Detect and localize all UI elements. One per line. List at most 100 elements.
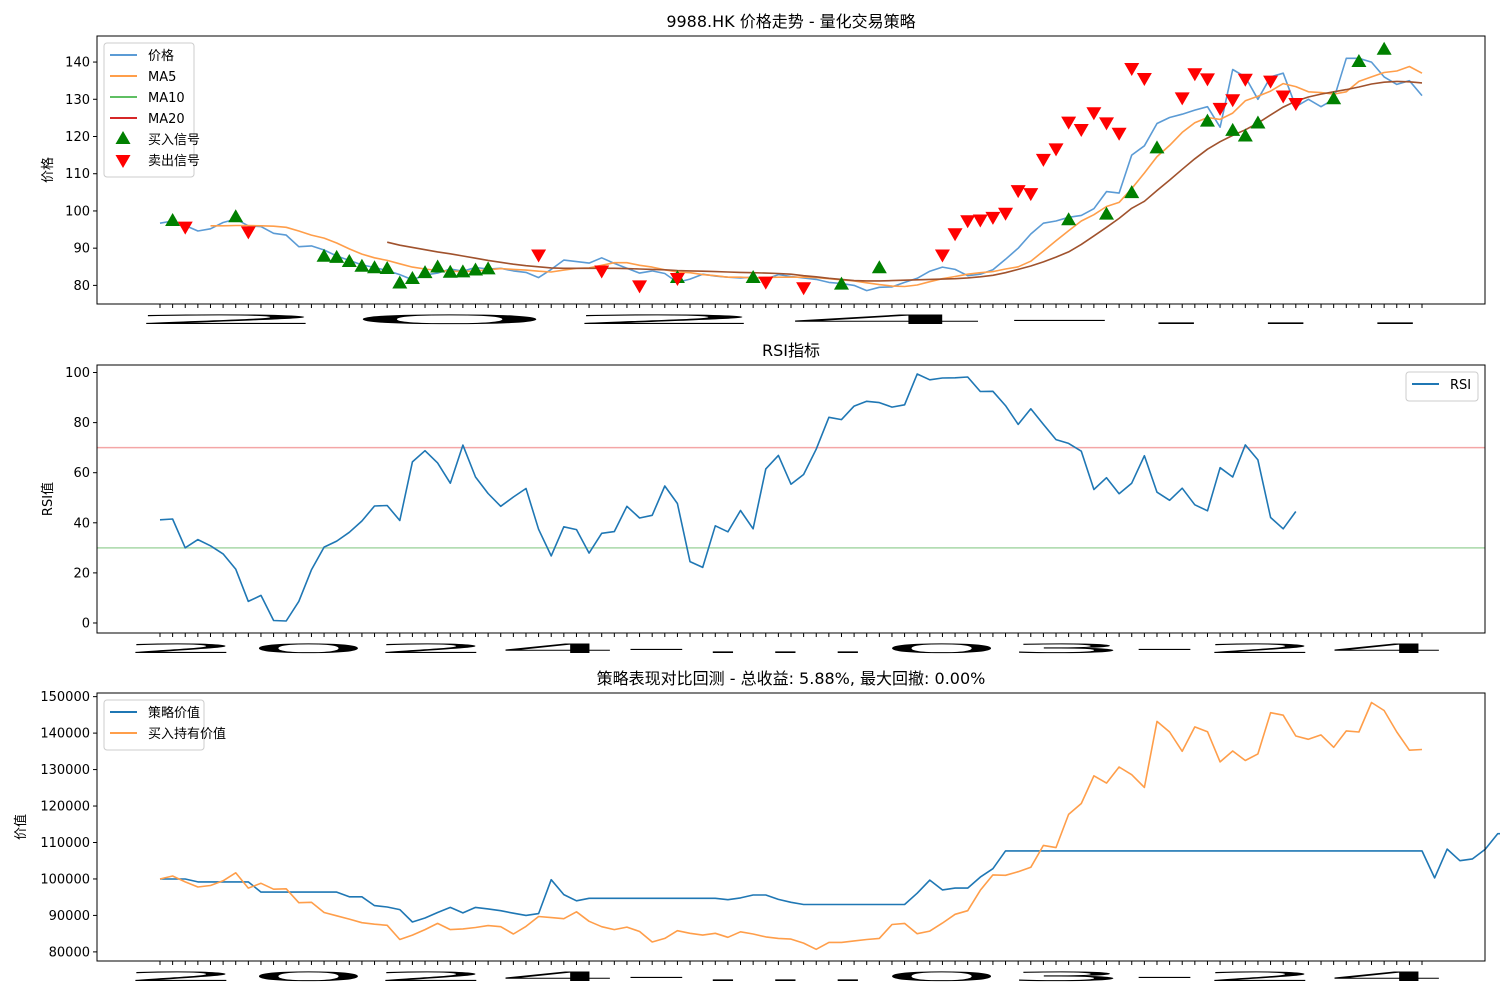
sell-signal-marker xyxy=(177,221,193,235)
buy-signal-marker xyxy=(165,212,181,226)
legend-buy-marker xyxy=(115,131,131,144)
sell-signal-marker xyxy=(531,249,547,263)
legend-box xyxy=(1405,371,1479,402)
plot-frame xyxy=(96,35,1486,305)
y-tick-label: 130000 xyxy=(40,763,90,778)
series-line-4 xyxy=(387,80,1423,282)
sell-signal-marker xyxy=(1035,153,1051,167)
sell-signal-marker xyxy=(1237,73,1253,87)
y-axis-label: RSI值 xyxy=(40,482,56,516)
buy-signal-marker xyxy=(871,260,887,274)
legend-label: RSI xyxy=(1450,378,1471,393)
buy-signal-marker xyxy=(379,261,395,275)
buy-signal-marker xyxy=(455,264,471,278)
buy-signal-marker xyxy=(468,262,483,276)
legend-label: MA20 xyxy=(148,112,185,127)
sell-signal-marker xyxy=(1225,94,1241,108)
series-line-1 xyxy=(210,65,1423,288)
sell-signal-marker xyxy=(240,226,256,240)
y-tick-label: 80 xyxy=(73,416,90,431)
sell-signal-marker xyxy=(758,276,774,290)
y-tick-label: 140 xyxy=(65,56,90,71)
y-tick-label: 120000 xyxy=(40,800,90,815)
sell-signal-marker xyxy=(1073,124,1089,138)
legend-sell-marker xyxy=(115,155,131,168)
y-tick-label: 100000 xyxy=(40,872,90,887)
legend-label: 价格 xyxy=(148,48,174,64)
buy-signal-marker xyxy=(745,269,761,283)
sell-signal-marker xyxy=(1048,143,1064,157)
sell-signal-marker xyxy=(947,228,963,242)
sell-signal-marker xyxy=(1174,92,1190,106)
legend-label: 卖出信号 xyxy=(148,154,200,169)
sell-signal-marker xyxy=(1199,73,1215,87)
buy-signal-marker xyxy=(1237,128,1253,142)
buy-signal-marker xyxy=(417,265,433,279)
legend-label: MA5 xyxy=(148,70,176,85)
buy-signal-marker xyxy=(367,260,383,274)
sell-signal-marker xyxy=(934,249,950,263)
buy-signal-marker xyxy=(1326,91,1342,105)
buy-signal-marker xyxy=(1099,206,1114,220)
buy-signal-marker xyxy=(228,209,244,223)
y-tick-label: 90 xyxy=(73,242,90,257)
x-tick-labels: 2024-... xyxy=(121,313,1450,328)
y-tick-label: 140000 xyxy=(40,727,90,742)
series-line-1 xyxy=(159,701,1423,951)
plot-frame xyxy=(96,364,1486,634)
buy-signal-marker xyxy=(1061,212,1077,226)
buy-signal-marker xyxy=(430,259,446,273)
buy-signal-marker xyxy=(480,261,496,275)
chart-title: 策略表现对比回测 - 总收益: 5.88%, 最大回撤: 0.00% xyxy=(597,669,986,688)
sell-signal-marker xyxy=(1086,107,1102,121)
buy-signal-marker xyxy=(1149,140,1165,154)
y-tick-label: 110000 xyxy=(40,836,90,851)
y-tick-label: 60 xyxy=(73,466,90,481)
buy-signal-marker xyxy=(1124,185,1140,199)
buy-signal-marker xyxy=(354,258,370,272)
sell-signal-marker xyxy=(594,265,610,279)
y-tick-label: 110 xyxy=(65,167,90,182)
buy-signal-marker xyxy=(1250,115,1266,129)
legend-label: 策略价值 xyxy=(148,705,200,721)
buy-signal-marker xyxy=(1376,41,1392,55)
sell-signal-marker xyxy=(1275,90,1291,104)
sell-signal-marker xyxy=(1263,75,1279,89)
sell-signal-marker xyxy=(1061,116,1077,130)
x-tick-labels: 2024-...03-24 xyxy=(121,970,1450,985)
sell-signal-marker xyxy=(1136,73,1152,87)
sell-signal-marker xyxy=(1099,117,1114,131)
buy-signal-marker xyxy=(392,275,408,289)
sell-signal-marker xyxy=(669,272,685,286)
sell-signal-marker xyxy=(1212,102,1228,116)
buy-signal-marker xyxy=(442,264,458,278)
buy-signal-marker xyxy=(1225,122,1241,136)
price-chart-panel: 9988.HK 价格走势 - 量化交易策略 80 90 100 110 120 130 140… xyxy=(40,12,1486,328)
sell-signal-marker xyxy=(1023,188,1039,202)
y-tick-label: 20 xyxy=(73,566,90,581)
y-tick-label: 40 xyxy=(73,516,90,531)
sell-signal-marker xyxy=(1010,185,1026,199)
rsi-chart-panel: RSI指标 0 20 40 60 80 100 RSI值 2024-...03-24 RSI xyxy=(40,341,1486,657)
chart-title: RSI指标 xyxy=(762,341,820,360)
buy-signal-marker xyxy=(1351,54,1367,68)
legend-label: 买入信号 xyxy=(148,133,200,148)
sell-signal-marker xyxy=(1187,68,1203,82)
series-line-0 xyxy=(160,832,1500,923)
buy-signal-marker xyxy=(329,249,345,263)
buy-signal-marker xyxy=(833,276,849,290)
sell-signal-marker xyxy=(796,282,812,296)
plot-frame xyxy=(96,692,1486,962)
x-tick-labels: 2024-...03-24 xyxy=(121,642,1450,657)
y-tick-label: 80 xyxy=(73,279,90,294)
y-tick-label: 80000 xyxy=(49,945,90,960)
sell-signal-marker xyxy=(960,215,976,229)
buy-signal-marker xyxy=(404,271,420,285)
y-tick-label: 100 xyxy=(65,204,90,219)
buy-signal-marker xyxy=(1199,113,1215,127)
sell-signal-marker xyxy=(1288,98,1304,111)
backtest-chart-panel: 策略表现对比回测 - 总收益: 5.88%, 最大回撤: 0.00% 80000 9… xyxy=(13,669,1500,985)
y-tick-label: 90000 xyxy=(49,909,90,924)
sell-signal-marker xyxy=(985,211,1001,225)
chart-title: 9988.HK 价格走势 - 量化交易策略 xyxy=(666,12,915,31)
